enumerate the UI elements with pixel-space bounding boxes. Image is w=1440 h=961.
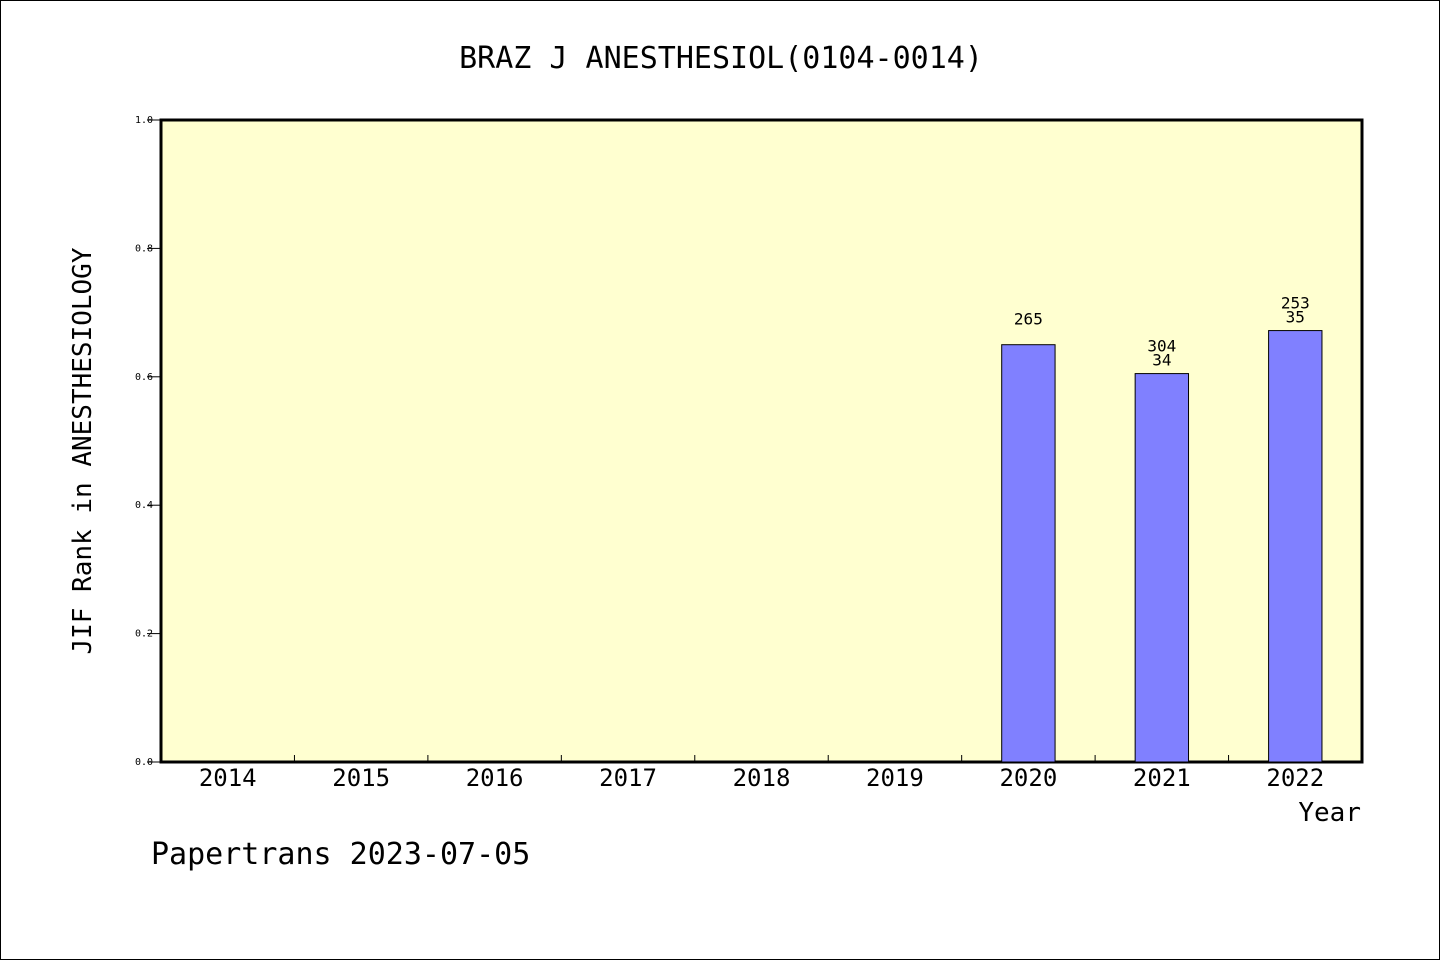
x-tick-label: 2020	[999, 764, 1057, 792]
y-tick-label: 0.6	[135, 372, 153, 383]
bar-data-label: 253	[1281, 294, 1310, 313]
bar-data-label: 304	[1147, 337, 1176, 356]
y-axis: 0.0 0.2 0.4 0.6 0.8 1.0	[135, 115, 161, 768]
y-axis-label: JIF Rank in ANESTHESIOLOGY	[68, 247, 98, 654]
x-tick-label: 2017	[599, 764, 657, 792]
y-tick-label: 0.2	[135, 629, 153, 640]
x-tick-label: 2022	[1266, 764, 1324, 792]
bar-data-label: 35	[1286, 308, 1305, 327]
footer-credit: Papertrans 2023-07-05	[151, 837, 530, 872]
y-tick-label: 0.4	[135, 500, 153, 511]
x-tick-label: 2016	[466, 764, 524, 792]
bar	[1134, 373, 1190, 763]
bar-data-label: 34	[1152, 351, 1171, 370]
x-tick-label: 2014	[199, 764, 257, 792]
y-tick-label: 0.0	[135, 757, 153, 768]
x-axis: 2014 2015 2016 2017 2018 2019 2020 2021 2022	[199, 755, 1324, 792]
x-tick-label: 2015	[332, 764, 390, 792]
y-tick-label: 0.8	[135, 243, 153, 254]
x-tick-label: 2018	[733, 764, 791, 792]
bar	[1268, 330, 1323, 763]
bar	[1001, 344, 1056, 763]
x-tick-label: 2019	[866, 764, 924, 792]
x-tick-label: 2021	[1133, 764, 1191, 792]
y-tick-label: 1.0	[135, 115, 153, 126]
x-axis-label: Year	[1298, 798, 1361, 828]
bar-data-label: 265	[1014, 310, 1043, 329]
chart-title: BRAZ J ANESTHESIOL(0104-0014)	[459, 41, 983, 76]
bar-series	[1001, 330, 1323, 763]
